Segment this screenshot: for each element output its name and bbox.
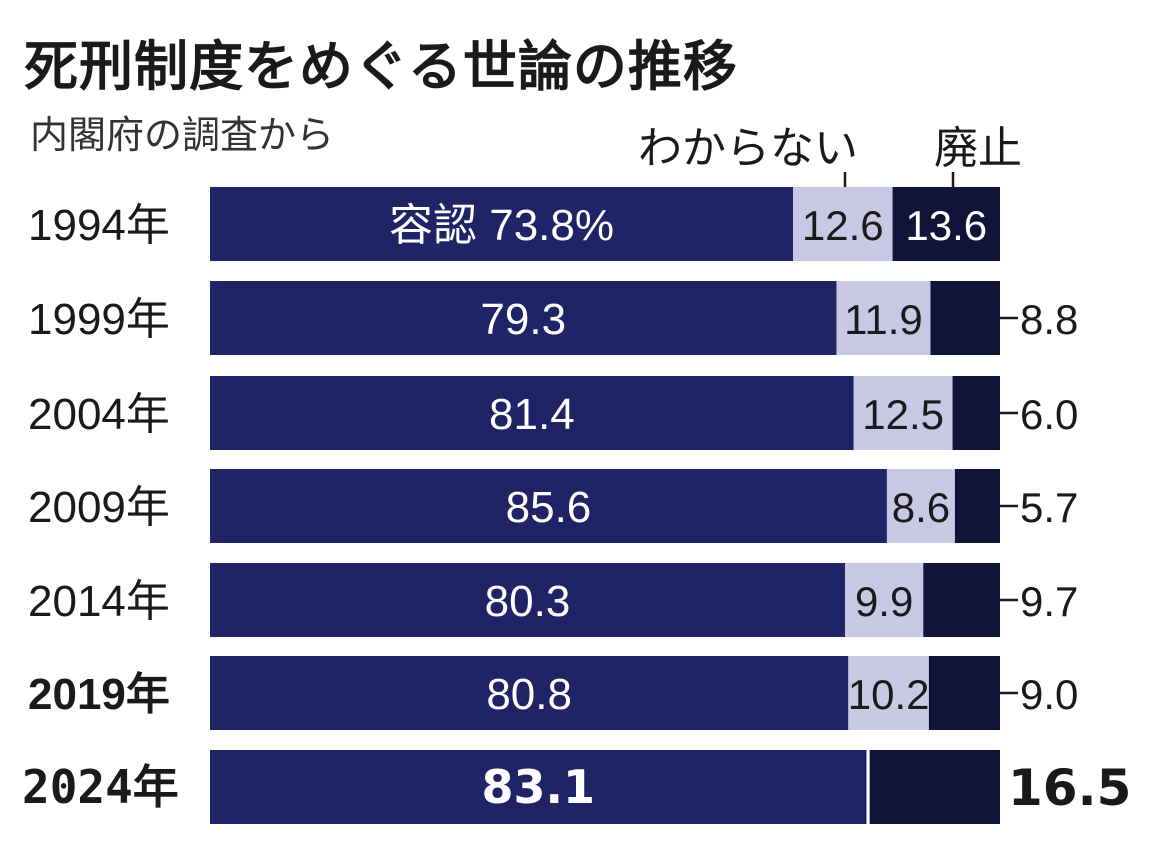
bar-abolish xyxy=(923,563,1000,637)
category-label: 1994年 xyxy=(28,201,170,250)
value-label-abolish: 16.5 xyxy=(1008,759,1131,817)
legend-label-abolish: 廃止 xyxy=(934,124,1022,173)
bar-approve xyxy=(210,750,867,824)
value-label-abolish: 8.8 xyxy=(1020,296,1078,343)
bar-abolish xyxy=(930,281,1000,355)
bar-approve xyxy=(210,376,854,450)
bar-unknown xyxy=(845,563,924,637)
bar-abolish xyxy=(954,469,1000,543)
value-label-abolish: 5.7 xyxy=(1020,484,1078,531)
value-label-approve: 容認 73.8% xyxy=(389,201,614,250)
bar-unknown xyxy=(866,750,870,824)
bar-unknown xyxy=(886,469,955,543)
legend-label-unknown: わからない xyxy=(638,124,858,173)
bar-abolish xyxy=(869,750,1000,824)
category-label: 2024年 xyxy=(22,760,179,814)
bar-approve xyxy=(210,469,887,543)
value-label-unknown: 10.2 xyxy=(848,671,930,718)
bar-unknown xyxy=(853,376,953,450)
bar-approve xyxy=(210,656,849,730)
category-label: 2004年 xyxy=(28,390,170,439)
value-label-unknown: 11.9 xyxy=(844,296,923,343)
value-label-approve: 80.8 xyxy=(486,670,572,719)
bar-abolish xyxy=(892,187,1000,261)
value-label-approve: 79.3 xyxy=(480,295,566,344)
value-label-unknown: 12.5 xyxy=(862,391,944,438)
bar-abolish xyxy=(952,376,1000,450)
value-label-approve: 85.6 xyxy=(506,483,592,532)
value-label-abolish: 9.0 xyxy=(1020,671,1078,718)
approve-percent: % xyxy=(575,201,614,250)
approve-prefix: 容認 xyxy=(389,201,489,250)
bar-approve xyxy=(210,563,846,637)
chart-subtitle: 内閣府の調査から xyxy=(30,113,335,157)
approve-value: 73.8 xyxy=(489,201,575,250)
bar-abolish xyxy=(928,656,1000,730)
value-label-abolish: 9.7 xyxy=(1020,578,1078,625)
category-label: 1999年 xyxy=(28,295,170,344)
bar-approve xyxy=(210,187,794,261)
value-label-approve: 83.1 xyxy=(481,760,595,814)
value-label-unknown: 12.6 xyxy=(802,202,884,249)
value-label-abolish: 13.6 xyxy=(905,202,987,249)
value-label-unknown: 9.9 xyxy=(855,578,913,625)
value-label-approve: 80.3 xyxy=(485,577,571,626)
bar-unknown xyxy=(848,656,929,730)
value-label-approve: 81.4 xyxy=(489,390,575,439)
bar-approve xyxy=(210,281,837,355)
bar-unknown xyxy=(836,281,931,355)
value-label-unknown: 8.6 xyxy=(892,484,950,531)
chart-title: 死刑制度をめぐる世論の推移 xyxy=(24,35,738,98)
category-label: 2014年 xyxy=(28,577,170,626)
category-label: 2019年 xyxy=(28,670,170,719)
category-label: 2009年 xyxy=(28,483,170,532)
value-label-abolish: 6.0 xyxy=(1020,391,1078,438)
bar-unknown xyxy=(793,187,893,261)
